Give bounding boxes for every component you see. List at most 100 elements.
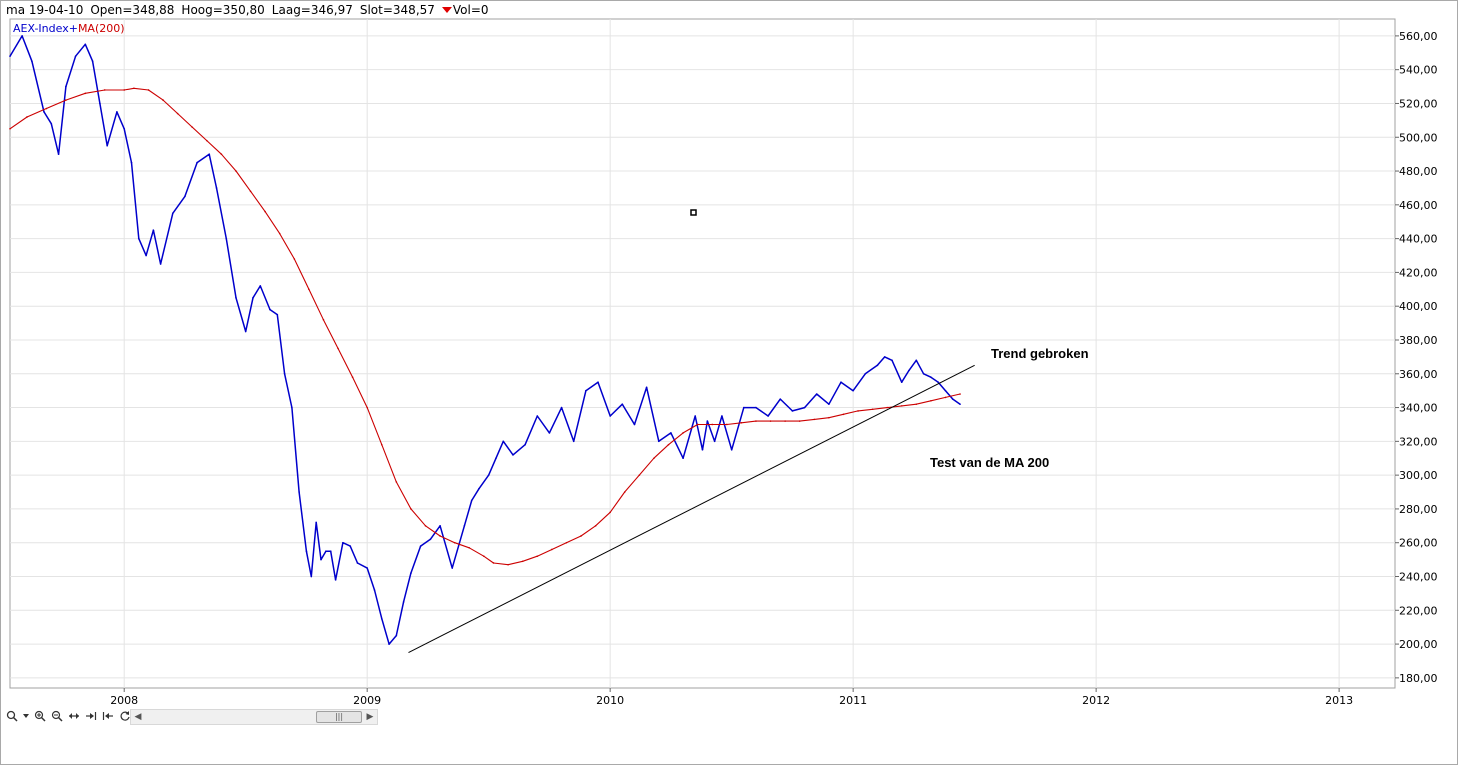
data-point-aex bbox=[152, 229, 155, 231]
data-point-aex bbox=[682, 457, 684, 460]
data-point-ma200 bbox=[147, 89, 150, 91]
data-point-ma200 bbox=[453, 541, 456, 544]
open-label: Open=348,88 bbox=[90, 3, 175, 17]
trendline bbox=[408, 364, 975, 653]
zoom-out-icon[interactable] bbox=[49, 709, 64, 724]
data-point-ma200 bbox=[594, 525, 597, 527]
zoom-icon[interactable] bbox=[4, 709, 19, 724]
data-point-aex bbox=[900, 381, 903, 384]
ohlc-header: ma 19-04-10 Open=348,88 Hoog=350,80 Laag… bbox=[6, 2, 496, 18]
data-point-ma200 bbox=[915, 403, 918, 405]
zoom-in-icon[interactable] bbox=[32, 709, 47, 724]
data-point-aex bbox=[609, 415, 611, 417]
data-point-aex bbox=[159, 263, 162, 265]
scroll-left-icon[interactable]: ◀ bbox=[134, 712, 142, 722]
refresh-icon[interactable] bbox=[117, 709, 132, 724]
data-point-aex bbox=[315, 521, 317, 524]
data-point-aex bbox=[779, 398, 782, 400]
data-point-aex bbox=[560, 406, 563, 409]
data-point-ma200 bbox=[667, 443, 670, 446]
data-point-aex bbox=[9, 55, 11, 57]
data-point-ma200 bbox=[162, 99, 164, 101]
data-point-aex bbox=[548, 432, 551, 434]
data-point-ma200 bbox=[769, 420, 772, 422]
data-point-aex bbox=[721, 415, 723, 417]
data-point-ma200 bbox=[9, 128, 11, 130]
data-point-ma200 bbox=[959, 393, 961, 395]
data-point-ma200 bbox=[395, 481, 398, 483]
data-point-aex bbox=[325, 550, 327, 552]
x-tick-label: 2013 bbox=[1325, 694, 1353, 707]
data-point-aex bbox=[252, 296, 254, 299]
data-point-aex bbox=[208, 153, 211, 155]
data-point-ma200 bbox=[507, 563, 509, 566]
y-tick-label: 320,00 bbox=[1399, 435, 1438, 448]
data-point-aex bbox=[123, 128, 126, 130]
data-point-aex bbox=[298, 491, 300, 493]
data-point-aex bbox=[883, 356, 886, 358]
data-point-ma200 bbox=[857, 410, 859, 412]
date-label: ma 19-04-10 bbox=[6, 3, 84, 17]
cursor-marker-icon bbox=[690, 209, 697, 216]
data-point-aex bbox=[930, 376, 932, 378]
data-point-aex bbox=[91, 60, 94, 63]
data-point-aex bbox=[74, 55, 77, 57]
volume-label: Vol=0 bbox=[452, 3, 489, 17]
data-point-aex bbox=[803, 406, 806, 409]
data-point-aex bbox=[670, 432, 672, 434]
trend-label: Trend gebroken bbox=[991, 346, 1089, 361]
data-point-aex bbox=[922, 372, 925, 375]
chart-labels: Trend gebroken Test van de MA 200 AEX-Inde… bbox=[13, 22, 1089, 470]
data-point-aex bbox=[908, 369, 910, 372]
data-point-ma200 bbox=[249, 190, 252, 193]
data-point-aex bbox=[621, 403, 624, 405]
data-point-aex bbox=[495, 457, 497, 460]
y-tick-label: 340,00 bbox=[1399, 402, 1438, 415]
chart-scrollbar[interactable]: ◀ ||| ▶ bbox=[130, 709, 378, 725]
y-tick-label: 520,00 bbox=[1399, 97, 1438, 110]
data-point-ma200 bbox=[264, 210, 266, 213]
data-point-aex bbox=[388, 643, 390, 645]
data-point-aex bbox=[225, 237, 228, 240]
data-point-aex bbox=[536, 415, 539, 417]
jump-start-icon[interactable] bbox=[100, 709, 115, 724]
data-point-aex bbox=[380, 617, 383, 620]
data-point-aex bbox=[57, 153, 60, 155]
data-point-aex bbox=[915, 359, 918, 362]
data-point-aex bbox=[439, 525, 441, 527]
data-point-aex bbox=[944, 389, 947, 392]
data-point-aex bbox=[145, 254, 147, 257]
y-tick-label: 380,00 bbox=[1399, 334, 1438, 347]
dropdown-icon[interactable] bbox=[21, 709, 30, 724]
data-point-aex bbox=[99, 102, 101, 105]
data-point-ma200 bbox=[483, 555, 485, 558]
data-point-aex bbox=[730, 448, 733, 451]
data-point-ma200 bbox=[521, 560, 524, 563]
data-point-ma200 bbox=[308, 288, 310, 291]
data-point-ma200 bbox=[133, 87, 135, 90]
close-label: Slot=348,57 bbox=[359, 3, 435, 17]
data-point-ma200 bbox=[886, 406, 888, 409]
chart-series bbox=[9, 35, 975, 653]
fit-horizontal-icon[interactable] bbox=[66, 709, 81, 724]
y-tick-label: 400,00 bbox=[1399, 300, 1438, 313]
data-point-aex bbox=[130, 161, 133, 164]
data-point-aex bbox=[713, 440, 716, 443]
data-point-ma200 bbox=[65, 99, 67, 101]
data-point-aex bbox=[959, 403, 961, 405]
data-point-aex bbox=[633, 423, 636, 426]
y-tick-label: 240,00 bbox=[1399, 571, 1438, 584]
data-point-ma200 bbox=[468, 546, 471, 549]
scroll-thumb[interactable]: ||| bbox=[316, 711, 362, 723]
scroll-right-icon[interactable]: ▶ bbox=[366, 712, 374, 722]
data-point-ma200 bbox=[653, 457, 655, 460]
x-tick-label: 2012 bbox=[1082, 694, 1110, 707]
data-point-aex bbox=[706, 420, 709, 422]
data-point-aex bbox=[451, 567, 454, 569]
data-point-aex bbox=[572, 440, 575, 443]
data-point-ma200 bbox=[278, 232, 281, 235]
data-point-ma200 bbox=[623, 491, 626, 493]
data-point-aex bbox=[828, 403, 830, 405]
jump-end-icon[interactable] bbox=[83, 709, 98, 724]
